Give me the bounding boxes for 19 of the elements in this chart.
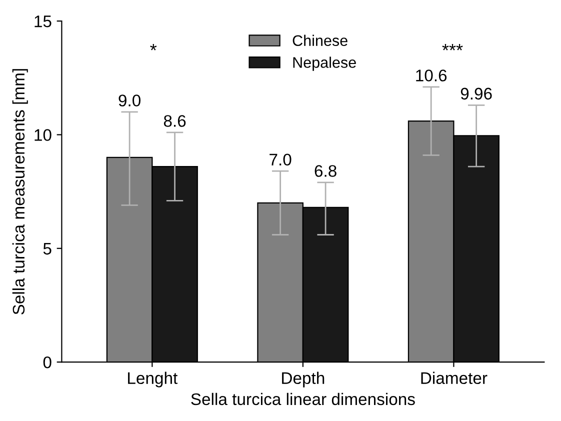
data-label: 7.0 bbox=[270, 154, 292, 166]
x-tick-label: Lenght bbox=[128, 372, 178, 388]
annotation: * bbox=[150, 44, 157, 50]
data-label: 6.8 bbox=[314, 165, 336, 177]
y-tick-label: 5 bbox=[43, 242, 52, 255]
annotation: *** bbox=[442, 44, 463, 50]
y-tick-label: 15 bbox=[34, 16, 52, 28]
y-tick-label: 0 bbox=[43, 356, 52, 368]
x-tick-label: Depth bbox=[282, 372, 324, 388]
data-label: 9.0 bbox=[118, 94, 140, 106]
legend-label: Nepalese bbox=[293, 56, 356, 71]
data-label: 8.6 bbox=[164, 115, 186, 127]
legend-label: Chinese bbox=[292, 34, 348, 46]
y-tick-label: 10 bbox=[34, 129, 52, 141]
data-label: 10.6 bbox=[416, 70, 447, 82]
x-tick-label: Diameter bbox=[421, 372, 488, 384]
data-label: 9.96 bbox=[460, 88, 492, 100]
x-axis-title: Sella turcica linear dimensions bbox=[191, 392, 415, 406]
y-axis-title: Sella turcica measurements [mm] bbox=[12, 69, 28, 314]
